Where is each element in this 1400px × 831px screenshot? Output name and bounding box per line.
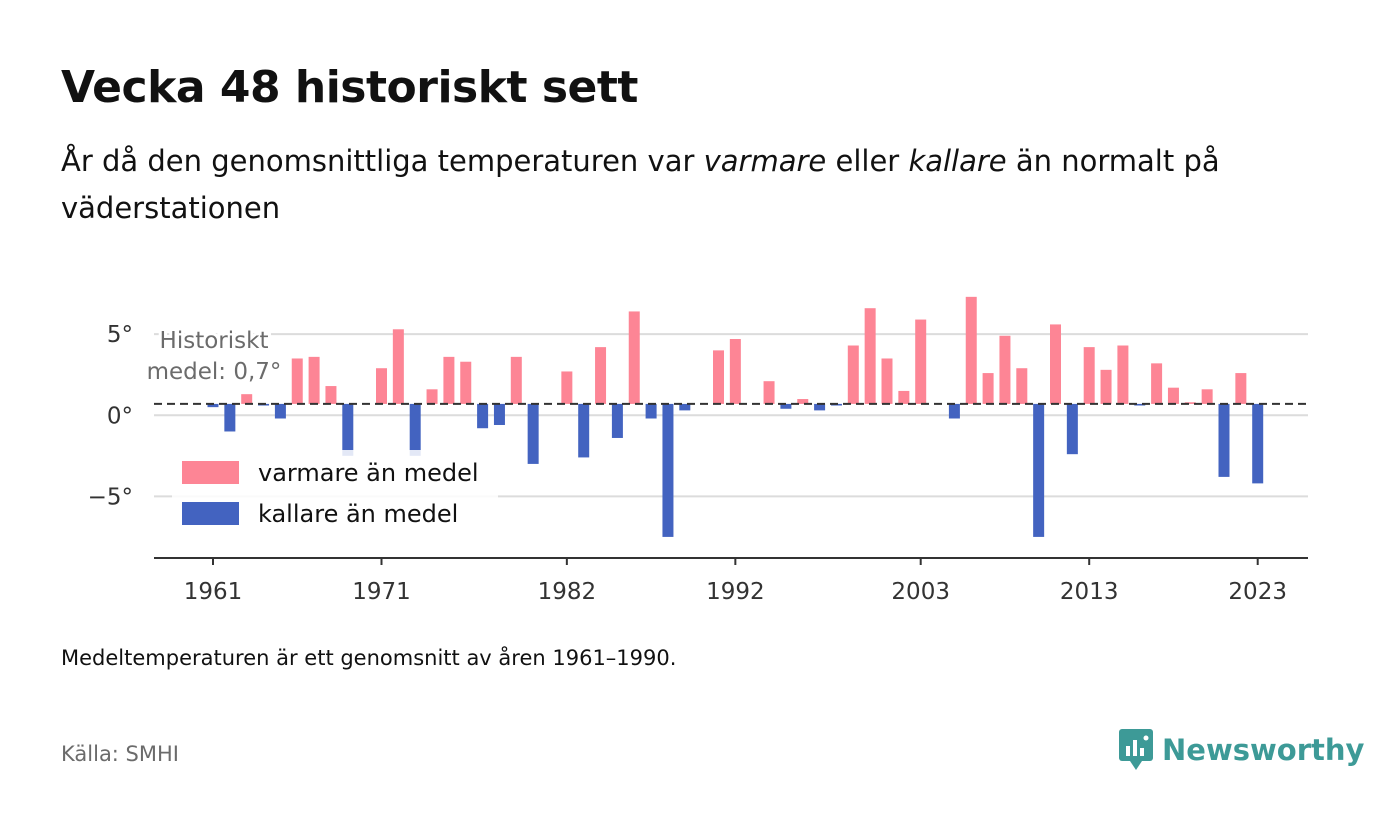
bar-warm — [325, 386, 337, 404]
bar-warm — [797, 399, 809, 404]
bar-warm — [982, 373, 994, 404]
bar-warm — [847, 345, 859, 404]
bar-cold — [578, 403, 590, 458]
bar-warm — [308, 356, 320, 404]
newsworthy-logo[interactable]: Newsworthy — [1118, 728, 1364, 772]
bar-warm — [426, 389, 438, 404]
bar-cold — [662, 403, 674, 537]
x-tick-label: 1971 — [352, 579, 411, 605]
bar-warm — [1117, 345, 1129, 404]
bar-warm — [864, 308, 876, 404]
bar-warm — [881, 358, 893, 404]
bar-cold — [679, 403, 691, 411]
bar-warm — [999, 335, 1011, 404]
newsworthy-logo-icon — [1119, 729, 1153, 770]
bar-warm — [1016, 368, 1028, 404]
subtitle-part2: eller — [826, 144, 909, 178]
bar-cold — [1252, 403, 1264, 484]
mean-line-group: Historiskt medel: 0,7° — [144, 325, 1308, 405]
bar-cold — [409, 403, 421, 456]
mean-label-line2: medel: 0,7° — [147, 359, 282, 385]
y-axis: 5° 0° −5° — [88, 322, 133, 510]
bar-warm — [376, 368, 387, 404]
chart-title: Vecka 48 historiskt sett — [61, 62, 638, 113]
x-tick-label: 2003 — [891, 579, 950, 605]
bar-warm — [628, 311, 640, 404]
bar-warm — [915, 319, 927, 404]
chart-subtitle: År då den genomsnittliga temperaturen va… — [61, 138, 1301, 232]
legend-swatch-warm — [182, 461, 239, 484]
bar-cold — [611, 403, 623, 438]
bar-cold — [342, 403, 354, 456]
subtitle-part1: År då den genomsnittliga temperaturen va… — [61, 144, 704, 178]
bar-cold — [1033, 403, 1045, 537]
bars — [207, 296, 1264, 537]
bar-cold — [780, 403, 792, 409]
bar-warm — [898, 390, 910, 404]
bar-warm — [763, 381, 775, 404]
footnote: Medeltemperaturen är ett genomsnitt av å… — [61, 646, 677, 670]
bar-warm — [713, 350, 724, 404]
bar-cold — [493, 403, 505, 425]
bar-warm — [460, 361, 472, 404]
bar-warm — [510, 356, 522, 404]
bar-cold — [645, 403, 657, 419]
brand-name: Newsworthy — [1162, 733, 1365, 767]
bar-warm — [1167, 387, 1179, 404]
legend-swatch-cold — [182, 502, 239, 525]
bar-cold — [527, 403, 539, 464]
bar-cold — [1218, 403, 1230, 477]
bar-cold — [224, 403, 236, 432]
bar-warm — [443, 356, 455, 404]
y-tick-label: 5° — [107, 322, 133, 348]
mean-label-line1: Historiskt — [160, 328, 269, 354]
bar-warm — [1184, 402, 1196, 404]
bar-cold — [207, 403, 219, 408]
y-tick-label: −5° — [88, 484, 133, 510]
bar-warm — [1201, 389, 1213, 404]
legend-label-cold: kallare än medel — [258, 500, 458, 528]
bar-cold — [814, 403, 826, 411]
bar-cold — [1134, 403, 1146, 406]
bar-cold — [477, 403, 489, 429]
x-tick-label: 1961 — [184, 579, 243, 605]
bar-warm — [392, 329, 404, 404]
legend-label-warm: varmare än medel — [258, 459, 479, 487]
bar-cold — [948, 403, 960, 419]
x-tick-label: 1992 — [706, 579, 765, 605]
bar-warm — [729, 339, 741, 404]
legend: varmare än medel kallare än medel — [172, 450, 498, 540]
bar-cold — [274, 403, 286, 419]
bar-warm — [1151, 363, 1163, 404]
bar-warm — [965, 296, 977, 404]
x-tick-label: 1982 — [538, 579, 597, 605]
y-tick-label: 0° — [107, 403, 133, 429]
bar-warm — [291, 358, 303, 404]
x-tick-label: 2023 — [1228, 579, 1287, 605]
bar-warm — [1050, 324, 1061, 404]
bar-warm — [595, 347, 607, 404]
x-axis: 1961 1971 1982 1992 2003 2013 2023 — [154, 557, 1308, 605]
bar-warm — [1235, 373, 1247, 404]
subtitle-warmer: varmare — [703, 144, 827, 178]
bar-warm — [561, 371, 573, 404]
bar-cold — [1066, 403, 1078, 455]
subtitle-part3: än normalt på väderstationen — [61, 144, 1220, 225]
bar-warm — [1100, 369, 1112, 404]
bar-warm — [241, 394, 253, 404]
x-tick-label: 2013 — [1060, 579, 1119, 605]
source-text: Källa: SMHI — [61, 742, 179, 766]
bar-warm — [1083, 347, 1095, 404]
subtitle-colder: kallare — [908, 144, 1007, 178]
